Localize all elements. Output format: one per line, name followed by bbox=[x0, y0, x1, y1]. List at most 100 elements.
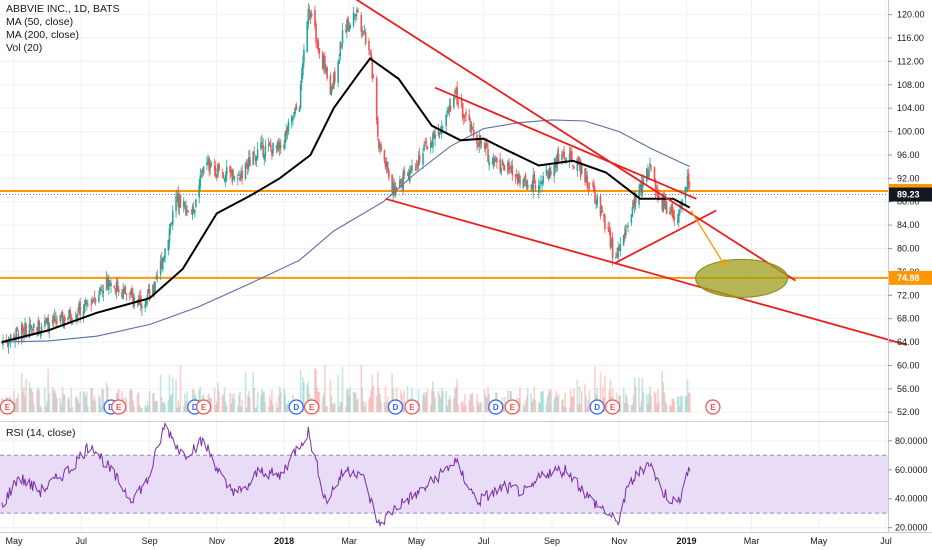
dividend-marker[interactable]: D bbox=[589, 399, 605, 415]
trendline[interactable] bbox=[434, 86, 697, 200]
trendline[interactable] bbox=[614, 209, 717, 264]
candle-body bbox=[277, 143, 280, 147]
volume-bar bbox=[594, 366, 596, 412]
volume-bar bbox=[40, 407, 43, 412]
volume-bar bbox=[550, 388, 552, 412]
price-legend: ABBVIE INC., 1D, BATS MA (50, close) MA … bbox=[6, 3, 120, 55]
rsi-title[interactable]: RSI (14, close) bbox=[6, 427, 76, 439]
candle-body bbox=[478, 138, 481, 147]
dividend-marker[interactable]: D bbox=[488, 399, 504, 415]
candle-body bbox=[223, 179, 226, 181]
volume-bar bbox=[244, 372, 247, 412]
time-axis[interactable]: May Jul Sep Nov 2018 Mar May Jul Sep Nov 2019 Mar Ma… bbox=[5, 536, 891, 546]
ma50-legend[interactable]: MA (50, close) bbox=[6, 16, 74, 28]
volume-bar bbox=[307, 381, 310, 412]
candle-body bbox=[564, 158, 567, 159]
volume-bar bbox=[324, 365, 326, 412]
ma200-legend[interactable]: MA (200, close) bbox=[6, 29, 79, 41]
candle-body bbox=[364, 32, 367, 44]
volume-bar bbox=[354, 392, 357, 412]
earnings-marker[interactable]: E bbox=[404, 399, 420, 415]
symbol-title[interactable]: ABBVIE INC., 1D, BATS bbox=[6, 3, 120, 15]
volume-bar bbox=[60, 404, 63, 412]
volume-bar bbox=[316, 387, 318, 412]
volume-bar bbox=[446, 405, 449, 412]
earnings-marker[interactable]: E bbox=[504, 399, 520, 415]
candle-body bbox=[584, 168, 586, 183]
candle-body bbox=[30, 325, 33, 329]
candle-body bbox=[262, 144, 264, 157]
volume-bar bbox=[322, 393, 325, 412]
earnings-marker[interactable]: E bbox=[111, 399, 127, 415]
volume-bar bbox=[139, 407, 142, 412]
volume-bar bbox=[577, 404, 580, 412]
volume-bar bbox=[82, 390, 85, 412]
volume-bar bbox=[424, 396, 426, 412]
ma200-line bbox=[1, 119, 691, 343]
candle-body bbox=[648, 169, 650, 178]
volume-bar bbox=[67, 398, 69, 412]
time-tick-label: Jul bbox=[75, 536, 87, 546]
volume-bar bbox=[325, 405, 327, 412]
candle-body bbox=[616, 253, 618, 257]
event-circle bbox=[387, 399, 404, 415]
candle-body bbox=[260, 142, 262, 150]
volume-bar bbox=[98, 395, 100, 412]
volume-bar bbox=[438, 394, 441, 412]
candle-body bbox=[187, 211, 189, 212]
trendline[interactable] bbox=[348, 0, 797, 282]
projection-arrow[interactable] bbox=[690, 210, 726, 267]
trendline[interactable] bbox=[385, 197, 908, 346]
volume-bar bbox=[178, 405, 181, 412]
volume-bar bbox=[599, 372, 602, 412]
trendlines[interactable] bbox=[348, 0, 908, 346]
candle-body bbox=[261, 141, 263, 144]
volume-bar bbox=[524, 400, 527, 412]
price-tick-label: 92.00 bbox=[897, 173, 920, 183]
candle-body bbox=[90, 304, 92, 306]
earnings-marker[interactable]: E bbox=[304, 399, 320, 415]
volume-bar bbox=[84, 395, 87, 412]
target-ellipse[interactable] bbox=[695, 258, 789, 298]
earnings-marker[interactable]: E bbox=[196, 399, 212, 415]
volume-legend[interactable]: Vol (20) bbox=[6, 42, 43, 54]
volume-bar bbox=[391, 373, 393, 412]
rsi-axis[interactable]: 80.0000 60.0000 40.0000 20.0000 bbox=[888, 436, 928, 533]
candle-body bbox=[687, 173, 690, 185]
dividend-marker[interactable]: D bbox=[288, 399, 304, 415]
candle-body bbox=[59, 314, 62, 322]
volume-bar bbox=[223, 386, 226, 412]
dividend-marker[interactable]: D bbox=[387, 399, 404, 415]
volume-bar bbox=[362, 401, 365, 412]
candle-body bbox=[293, 112, 295, 118]
volume-bar bbox=[279, 391, 282, 412]
rsi-pane[interactable] bbox=[0, 421, 888, 528]
event-circle bbox=[196, 399, 212, 415]
earnings-marker[interactable]: E bbox=[605, 399, 621, 415]
annotations[interactable] bbox=[690, 210, 789, 298]
earnings-marker[interactable]: E bbox=[705, 399, 721, 415]
candle-body bbox=[213, 165, 216, 171]
volume-bar bbox=[199, 386, 202, 412]
candle-body bbox=[361, 33, 364, 36]
candle-body bbox=[480, 141, 483, 144]
candle-body bbox=[208, 158, 210, 172]
candle-body bbox=[238, 174, 240, 176]
candle-body bbox=[385, 161, 388, 168]
candle-body bbox=[246, 162, 249, 169]
candle-body bbox=[121, 292, 123, 297]
candle-body bbox=[270, 145, 272, 149]
volume-bar bbox=[71, 407, 74, 412]
candle-body bbox=[7, 343, 10, 347]
candle-body bbox=[502, 163, 505, 167]
volume-bar bbox=[406, 386, 409, 412]
candle-body bbox=[31, 329, 34, 331]
candle-body bbox=[442, 126, 444, 128]
earnings-marker[interactable]: E bbox=[0, 399, 15, 415]
volume-bar bbox=[125, 398, 128, 412]
candle-body bbox=[92, 300, 95, 302]
candle-body bbox=[424, 142, 426, 143]
